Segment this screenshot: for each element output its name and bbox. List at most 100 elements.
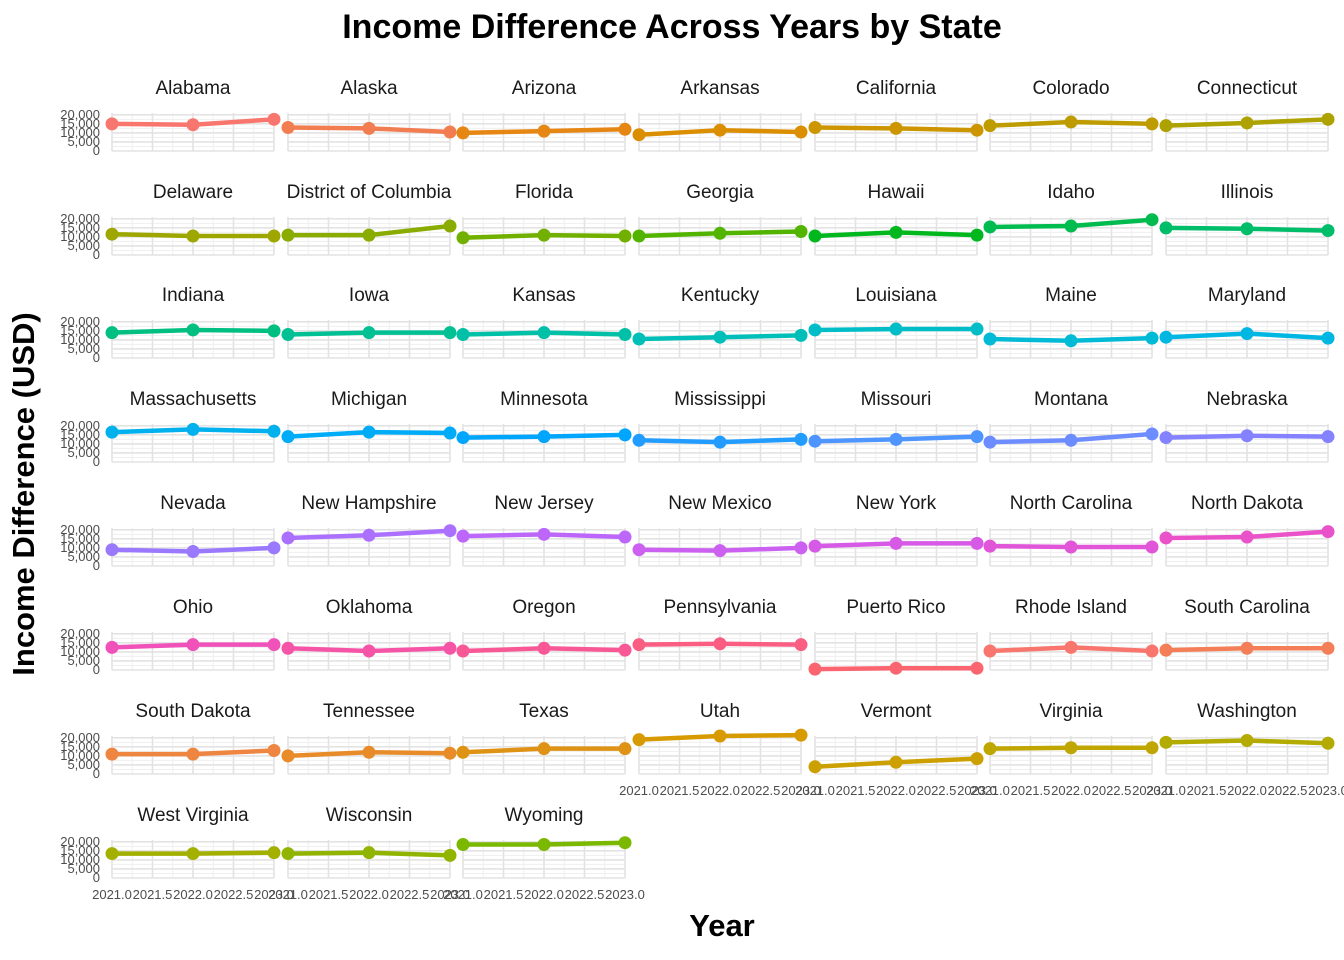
data-point-wyoming-2023 — [618, 836, 632, 850]
panel-title-hawaii: Hawaii — [867, 182, 924, 203]
data-point-michigan-2021 — [281, 430, 295, 444]
data-point-connecticut-2022 — [1240, 116, 1254, 130]
data-point-iowa-2023 — [443, 326, 457, 340]
data-point-tennessee-2023 — [443, 746, 457, 760]
data-point-kansas-2021 — [456, 327, 470, 341]
data-point-louisiana-2022 — [889, 322, 903, 336]
chart-title: Income Difference Across Years by State — [342, 8, 1002, 46]
panel-title-michigan: Michigan — [331, 389, 407, 410]
panel-title-puerto-rico: Puerto Rico — [846, 597, 945, 618]
data-point-hawaii-2021 — [808, 229, 822, 243]
panel-virginia: Virginia 2021.0 2021.5 2022.0 2022.5 2023.0 — [970, 701, 1172, 798]
y-tick-label: 5,000 — [67, 757, 100, 772]
x-axis-label: Year — [689, 908, 755, 943]
x-tick-label: 2021.0 — [92, 887, 132, 902]
panel-michigan: Michigan — [281, 389, 457, 463]
panel-title-nevada: Nevada — [160, 493, 226, 514]
data-point-montana-2023 — [1145, 427, 1159, 441]
x-tick-label: 2023.0 — [1308, 783, 1344, 798]
y-tick-label: 5,000 — [67, 861, 100, 876]
data-point-missouri-2022 — [889, 432, 903, 446]
x-tick-label: 2023.0 — [430, 887, 470, 902]
data-point-alabama-2023 — [267, 112, 281, 126]
y-tick-label: 0 — [93, 143, 100, 158]
panel-texas: Texas — [456, 701, 632, 775]
data-point-alaska-2022 — [362, 121, 376, 135]
data-point-arkansas-2022 — [713, 123, 727, 137]
data-point-kansas-2022 — [537, 326, 551, 340]
x-tick-label: 2023.0 — [1132, 783, 1172, 798]
panel-colorado: Colorado — [983, 78, 1159, 152]
panel-montana: Montana — [983, 389, 1159, 463]
y-axis-label: Income Difference (USD) — [6, 312, 41, 676]
panel-title-minnesota: Minnesota — [500, 389, 588, 410]
x-tick-label: 2021.5 — [484, 887, 524, 902]
x-tick-label: 2021.0 — [268, 887, 308, 902]
x-tick-label: 2021.5 — [309, 887, 349, 902]
data-point-vermont-2021 — [808, 760, 822, 774]
panel-title-nebraska: Nebraska — [1206, 389, 1288, 410]
panel-title-georgia: Georgia — [686, 182, 754, 203]
data-point-north-carolina-2021 — [983, 539, 997, 553]
data-point-rhode-island-2023 — [1145, 644, 1159, 658]
data-point-delaware-2021 — [105, 227, 119, 241]
data-point-colorado-2022 — [1064, 115, 1078, 129]
data-point-nevada-2023 — [267, 541, 281, 555]
data-point-tennessee-2021 — [281, 749, 295, 763]
data-point-maryland-2023 — [1321, 331, 1335, 345]
panel-california: California — [808, 78, 984, 152]
data-point-wyoming-2021 — [456, 838, 470, 852]
y-tick-label: 20,000 — [60, 418, 100, 433]
data-point-oklahoma-2021 — [281, 641, 295, 655]
data-point-idaho-2022 — [1064, 219, 1078, 233]
data-point-kentucky-2022 — [713, 330, 727, 344]
data-point-oklahoma-2022 — [362, 644, 376, 658]
x-tick-label: 2022.0 — [173, 887, 213, 902]
data-point-vermont-2023 — [970, 752, 984, 766]
panel-oklahoma: Oklahoma — [281, 597, 457, 671]
data-point-west-virginia-2023 — [267, 846, 281, 860]
x-tick-label: 2021.5 — [660, 783, 700, 798]
data-point-massachusetts-2023 — [267, 424, 281, 438]
data-point-vermont-2022 — [889, 755, 903, 769]
panel-title-new-jersey: New Jersey — [494, 493, 594, 514]
panel-title-texas: Texas — [519, 701, 569, 722]
panel-title-north-dakota: North Dakota — [1191, 493, 1303, 514]
panel-title-south-carolina: South Carolina — [1184, 597, 1310, 618]
data-point-hawaii-2023 — [970, 228, 984, 242]
data-point-nebraska-2022 — [1240, 429, 1254, 443]
x-tick-label: 2022.0 — [524, 887, 564, 902]
panel-north-dakota: North Dakota — [1159, 493, 1335, 567]
data-point-california-2022 — [889, 121, 903, 135]
data-point-delaware-2023 — [267, 229, 281, 243]
data-point-kentucky-2023 — [794, 328, 808, 342]
panel-wisconsin: Wisconsin 2021.0 2021.5 2022.0 2022.5 2023.0 — [268, 805, 470, 902]
data-point-missouri-2021 — [808, 434, 822, 448]
data-point-mississippi-2021 — [632, 433, 646, 447]
data-point-illinois-2023 — [1321, 224, 1335, 238]
data-point-virginia-2022 — [1064, 741, 1078, 755]
data-point-south-carolina-2022 — [1240, 641, 1254, 655]
data-point-michigan-2023 — [443, 426, 457, 440]
data-point-nevada-2021 — [105, 543, 119, 557]
panel-title-new-york: New York — [856, 493, 937, 514]
y-tick-label: 0 — [93, 350, 100, 365]
y-tick-label: 0 — [93, 454, 100, 469]
panel-title-colorado: Colorado — [1032, 78, 1109, 99]
x-tick-label: 2023.0 — [957, 783, 997, 798]
data-point-indiana-2022 — [186, 323, 200, 337]
panel-oregon: Oregon — [456, 597, 632, 671]
x-tick-label: 2021.5 — [133, 887, 173, 902]
data-point-alabama-2022 — [186, 118, 200, 132]
data-point-rhode-island-2022 — [1064, 640, 1078, 654]
data-point-massachusetts-2022 — [186, 422, 200, 436]
data-point-utah-2021 — [632, 733, 646, 747]
data-point-iowa-2021 — [281, 327, 295, 341]
x-tick-label: 2021.0 — [970, 783, 1010, 798]
panel-mississippi: Mississippi — [632, 389, 808, 463]
y-tick-label: 15,000 — [60, 220, 100, 235]
data-point-district-of-columbia-2023 — [443, 219, 457, 233]
y-tick-label: 10,000 — [60, 852, 100, 867]
